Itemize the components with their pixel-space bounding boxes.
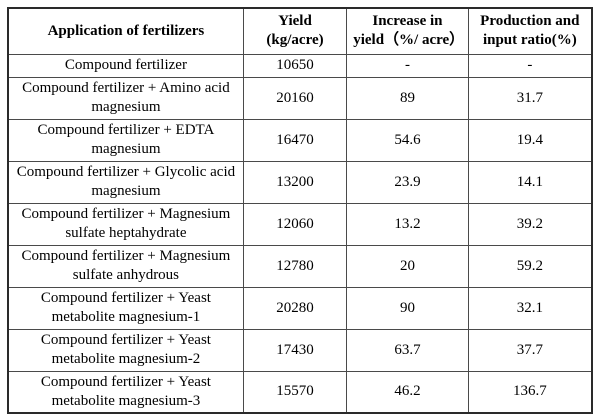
cell-ratio: 37.7 [467, 328, 593, 372]
col-header-application: Application of fertilizers [7, 7, 244, 55]
cell-increase: 13.2 [346, 202, 469, 246]
col-header-yield: Yield (kg/acre) [242, 7, 348, 55]
cell-increase: 63.7 [346, 328, 469, 372]
table-row: Compound fertilizer + Glycolic acid magn… [7, 160, 593, 204]
cell-yield: 10650 [242, 53, 348, 78]
cell-yield: 20280 [242, 286, 348, 330]
col-header-ratio: Production and input ratio(%) [467, 7, 593, 55]
cell-increase: 23.9 [346, 160, 469, 204]
cell-ratio: 136.7 [467, 370, 593, 414]
header-row: Application of fertilizers Yield (kg/acr… [7, 7, 593, 55]
cell-yield: 20160 [242, 76, 348, 120]
col-header-increase: Increase in yield（%/ acre） [346, 7, 469, 55]
cell-application: Compound fertilizer + Yeast metabolite m… [7, 328, 244, 372]
cell-ratio: 59.2 [467, 244, 593, 288]
cell-yield: 12060 [242, 202, 348, 246]
cell-application: Compound fertilizer [7, 53, 244, 78]
cell-ratio: - [467, 53, 593, 78]
cell-increase: 46.2 [346, 370, 469, 414]
cell-yield: 16470 [242, 118, 348, 162]
cell-increase: 89 [346, 76, 469, 120]
cell-increase: 54.6 [346, 118, 469, 162]
cell-increase: - [346, 53, 469, 78]
cell-yield: 15570 [242, 370, 348, 414]
table-row: Compound fertilizer + Yeast metabolite m… [7, 328, 593, 372]
cell-yield: 17430 [242, 328, 348, 372]
table-row: Compound fertilizer + Magnesium sulfate … [7, 202, 593, 246]
fertilizer-table: Application of fertilizers Yield (kg/acr… [7, 7, 593, 414]
cell-ratio: 31.7 [467, 76, 593, 120]
cell-ratio: 32.1 [467, 286, 593, 330]
table-row: Compound fertilizer + EDTA magnesium 164… [7, 118, 593, 162]
cell-increase: 90 [346, 286, 469, 330]
cell-application: Compound fertilizer + Magnesium sulfate … [7, 202, 244, 246]
table-row: Compound fertilizer + Amino acid magnesi… [7, 76, 593, 120]
table-row: Compound fertilizer + Yeast metabolite m… [7, 370, 593, 414]
cell-application: Compound fertilizer + Amino acid magnesi… [7, 76, 244, 120]
cell-application: Compound fertilizer + EDTA magnesium [7, 118, 244, 162]
cell-increase: 20 [346, 244, 469, 288]
cell-yield: 13200 [242, 160, 348, 204]
table-row: Compound fertilizer 10650 - - [7, 53, 593, 78]
table-row: Compound fertilizer + Yeast metabolite m… [7, 286, 593, 330]
cell-application: Compound fertilizer + Yeast metabolite m… [7, 370, 244, 414]
table-row: Compound fertilizer + Magnesium sulfate … [7, 244, 593, 288]
cell-ratio: 19.4 [467, 118, 593, 162]
cell-application: Compound fertilizer + Yeast metabolite m… [7, 286, 244, 330]
cell-yield: 12780 [242, 244, 348, 288]
cell-ratio: 14.1 [467, 160, 593, 204]
cell-application: Compound fertilizer + Magnesium sulfate … [7, 244, 244, 288]
cell-application: Compound fertilizer + Glycolic acid magn… [7, 160, 244, 204]
cell-ratio: 39.2 [467, 202, 593, 246]
